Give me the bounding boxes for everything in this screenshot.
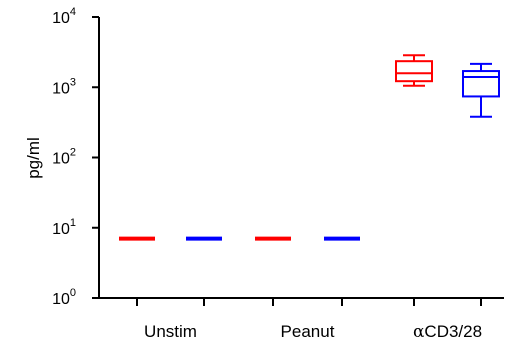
y-tick-label: 103 — [52, 76, 76, 97]
y-tick-label: 101 — [52, 217, 76, 238]
box-6 — [462, 62, 500, 118]
box-5 — [395, 54, 433, 87]
boxes — [119, 54, 500, 241]
x-tick-label: Unstim — [144, 322, 197, 341]
box-iqr — [462, 70, 500, 98]
y-tick-label: 100 — [52, 287, 76, 308]
axes: 100 101 102 103 104 Unstim Peanut αCD3/28 — [52, 6, 504, 342]
y-axis-label: pg/ml — [24, 137, 43, 179]
y-tick-label: 104 — [52, 6, 76, 27]
x-tick-label: Peanut — [281, 322, 335, 341]
y-tick-label: 102 — [52, 147, 76, 168]
x-tick-label: αCD3/28 — [413, 322, 482, 342]
box-iqr — [395, 60, 433, 83]
